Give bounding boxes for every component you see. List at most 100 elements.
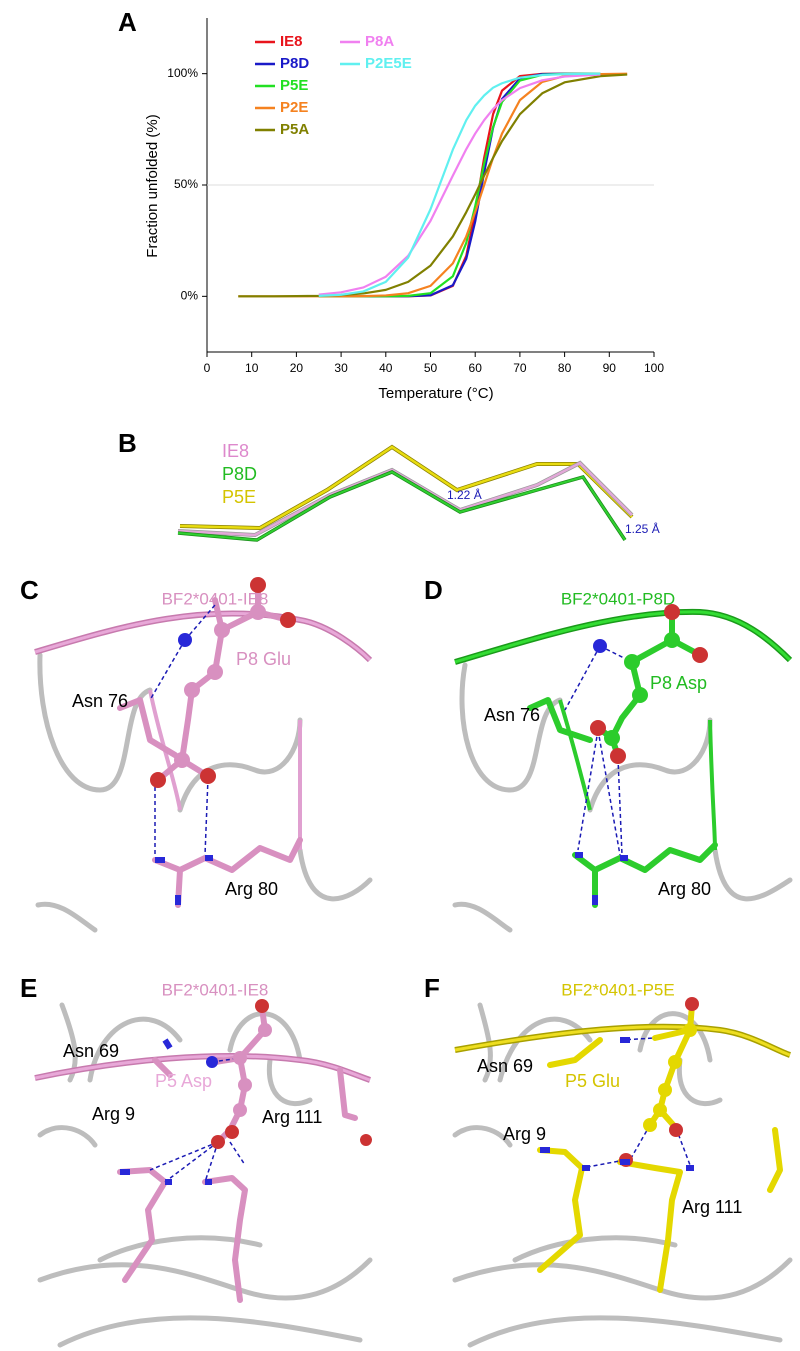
atom [255,999,269,1013]
melting-chart: Temperature (°C) Fraction unfolded (%) 0… [144,18,664,402]
x-tick-label: 90 [603,361,617,375]
x-tick-label: 40 [379,361,393,375]
atom [233,1103,247,1117]
residue-label: Asn 69 [63,1041,119,1061]
overlay-legend: P5E [222,487,256,507]
atom [685,997,699,1011]
x-axis-label: Temperature (°C) [378,385,493,402]
atom [233,1051,247,1065]
y-tick-label: 50% [174,177,198,191]
distance-label: 1.25 Å [625,521,660,536]
atom [658,1083,672,1097]
ribbon [37,652,153,793]
atom [540,1037,694,1171]
panel-letter: A [118,7,137,37]
residue-label: P8 Glu [236,649,291,669]
structure-f: BF2*0401-P5E Asn 69 P5 Glu Arg 9 Arg 111 [452,980,793,1348]
residue-label: Arg 80 [225,879,278,899]
panel-letter: E [20,973,37,1003]
atom [258,1023,272,1037]
structure-title: BF2*0401-IE8 [162,589,269,608]
atom [604,730,620,746]
residue-label: P5 Asp [155,1071,212,1091]
side-chain [537,1002,783,1293]
series-line [318,73,601,296]
atom [238,1078,252,1092]
ribbon [35,901,98,933]
atom [250,577,266,593]
atom [575,852,628,905]
ribbon [177,717,303,813]
atom [211,1135,225,1149]
series-line [318,72,601,297]
y-axis-label: Fraction unfolded (%) [144,114,161,257]
panel-letter: F [424,973,440,1003]
legend-label: P8A [365,33,394,50]
residue-label: Arg 9 [92,1104,135,1124]
y-tick-label: 0% [181,289,199,303]
x-tick-label: 60 [469,361,483,375]
legend-label: P5A [280,121,309,138]
legend-label: P8D [280,55,309,72]
residue-label: P8 Asp [650,673,707,693]
ribbon [558,699,717,851]
structure-d: BF2*0401-P8D Asn 76 P8 Asp Arg 80 [452,589,793,933]
atom [250,604,266,620]
structure-e: BF2*0401-IE8 Asn 69 P5 Asp Arg 9 Arg 111 [34,980,373,1348]
structure-title: BF2*0401-P5E [561,980,674,999]
atom [593,639,607,653]
x-tick-label: 100 [644,361,664,375]
atom [668,1055,682,1069]
residue-label: Arg 80 [658,879,711,899]
atom [664,632,680,648]
atom [683,1023,697,1037]
ribbon [459,662,563,793]
x-tick-label: 50 [424,361,438,375]
x-tick-label: 0 [204,361,211,375]
atom [178,633,192,647]
panel-letter: D [424,575,443,605]
atom [214,622,230,638]
x-tick-label: 10 [245,361,259,375]
atom [184,682,200,698]
overlay-legend: IE8 [222,441,249,461]
residue-label: Asn 69 [477,1056,533,1076]
atom [280,612,296,628]
ribbon [34,611,372,662]
atom [120,1038,212,1185]
x-tick-label: 70 [513,361,527,375]
series-line [238,72,628,298]
residue-label: Arg 111 [682,1197,742,1217]
panel-letter: C [20,575,39,605]
atom [653,1103,667,1117]
distance-label: 1.22 Å [447,487,482,502]
x-tick-label: 20 [290,361,304,375]
ribbon [34,1054,371,1082]
panel-letter: B [118,428,137,458]
x-tick-label: 80 [558,361,572,375]
atom [206,1056,218,1068]
legend-label: P5E [280,77,308,94]
atom [643,1118,657,1132]
atom [669,1123,683,1137]
atom [610,748,626,764]
atom [624,654,640,670]
atom [174,752,190,768]
x-tick-label: 30 [334,361,348,375]
legend-label: IE8 [280,33,303,50]
ribbon [297,847,373,902]
residue-label: Asn 76 [484,705,540,725]
residue-label: Arg 9 [503,1124,546,1144]
structure-c: BF2*0401-IE8 Asn 76 P8 Glu Arg 80 [34,577,373,933]
atom [632,687,648,703]
structure-title: BF2*0401-P8D [561,589,675,608]
y-tick-label: 100% [167,66,198,80]
atom [200,768,216,784]
ribbon [454,1025,791,1057]
hydrogen-bond [564,645,633,856]
legend-label: P2E5E [365,55,412,72]
atom [225,1125,239,1139]
residue-label: Asn 76 [72,691,128,711]
ribbon [712,847,793,902]
